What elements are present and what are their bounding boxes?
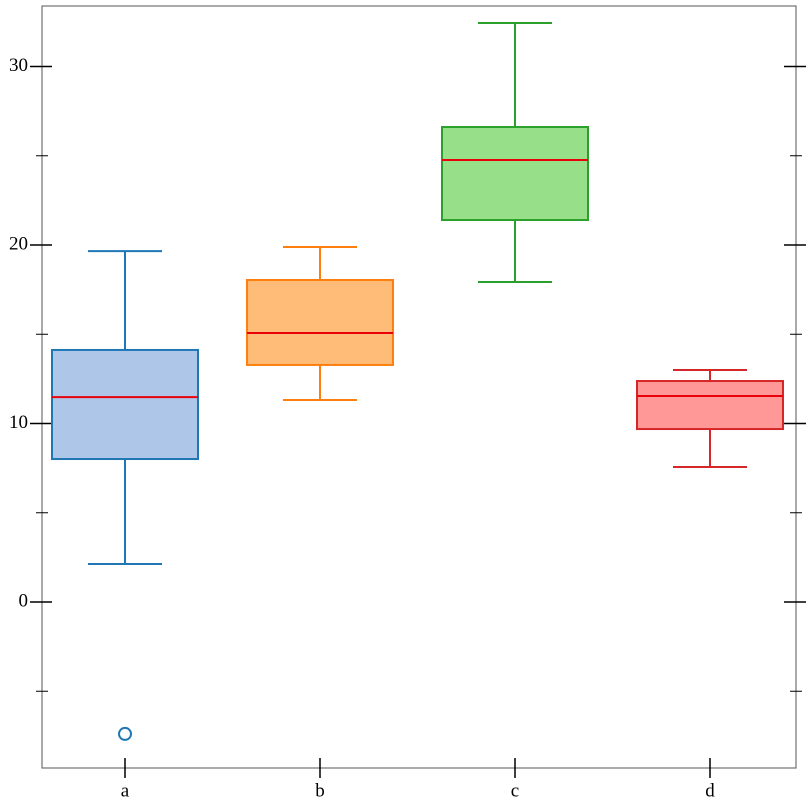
y-tick-label: 20 bbox=[9, 233, 28, 254]
y-tick-label: 0 bbox=[19, 590, 29, 611]
x-tick-label: d bbox=[705, 780, 715, 801]
plot-frame bbox=[41, 5, 797, 769]
x-tick-label: a bbox=[121, 780, 130, 801]
y-tick-label: 30 bbox=[9, 55, 28, 76]
x-tick-label: b bbox=[315, 780, 325, 801]
x-tick-label: c bbox=[511, 780, 519, 801]
box bbox=[441, 126, 589, 222]
box bbox=[636, 380, 784, 431]
y-tick-label: 10 bbox=[9, 412, 28, 433]
flier bbox=[118, 726, 132, 741]
box bbox=[51, 348, 199, 461]
box bbox=[246, 278, 394, 366]
